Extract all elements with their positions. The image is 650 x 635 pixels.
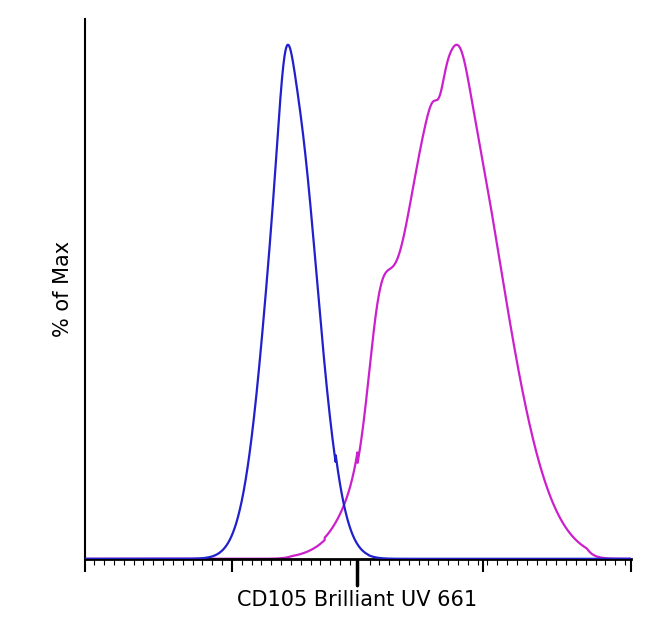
Y-axis label: % of Max: % of Max bbox=[53, 241, 73, 337]
X-axis label: CD105 Brilliant UV 661: CD105 Brilliant UV 661 bbox=[237, 590, 478, 610]
